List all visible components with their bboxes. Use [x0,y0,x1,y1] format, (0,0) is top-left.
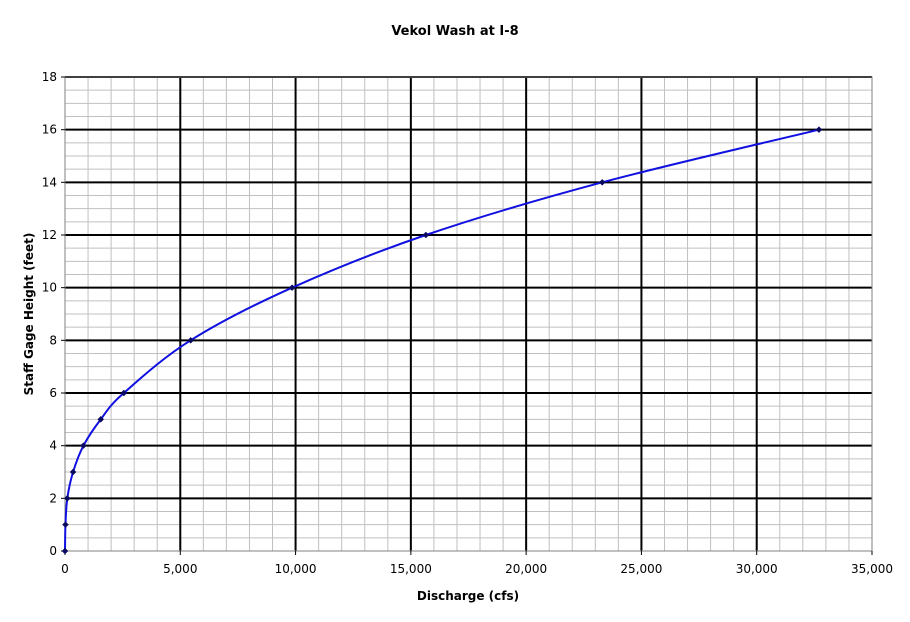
data-point [815,126,823,134]
y-tick-label: 18 [42,70,57,84]
x-tick-label: 30,000 [736,562,778,576]
x-axis-tick-labels: 0 5,000 10,000 15,000 20,000 25,000 30,000 35,0… [61,551,893,576]
y-tick-label: 12 [42,228,57,242]
y-axis-tick-labels: 0 2 4 6 8 10 12 14 16 18 [42,70,65,558]
x-tick-label: 15,000 [390,562,432,576]
x-tick-label: 20,000 [505,562,547,576]
y-tick-label: 0 [49,544,57,558]
x-tick-label: 35,000 [851,562,893,576]
data-point [80,442,87,450]
y-tick-label: 10 [42,281,57,295]
series-group [61,126,823,555]
y-tick-label: 6 [49,386,57,400]
x-tick-label: 5,000 [163,562,197,576]
data-point [97,415,105,423]
plot-area-frame [64,76,873,552]
data-point [120,389,128,397]
x-tick-label: 10,000 [275,562,317,576]
x-axis-title: Discharge (cfs) [417,589,519,603]
y-tick-label: 2 [49,491,57,505]
y-tick-label: 16 [42,123,57,137]
data-point [69,468,77,476]
data-point [422,231,430,239]
series-line [64,128,820,552]
y-tick-label: 4 [49,439,57,453]
data-point [187,336,195,344]
minor-grid [65,77,872,551]
chart-title: Vekol Wash at I-8 [391,24,518,39]
data-point [61,547,69,555]
data-point [598,178,606,186]
y-tick-label: 8 [49,333,57,347]
x-tick-label: 25,000 [620,562,662,576]
y-axis-title: Staff Gage Height (feet) [22,233,36,396]
data-point [63,494,71,502]
x-tick-label: 0 [61,562,69,576]
y-tick-label: 14 [42,175,57,189]
data-point [62,521,69,529]
data-point [288,284,296,292]
